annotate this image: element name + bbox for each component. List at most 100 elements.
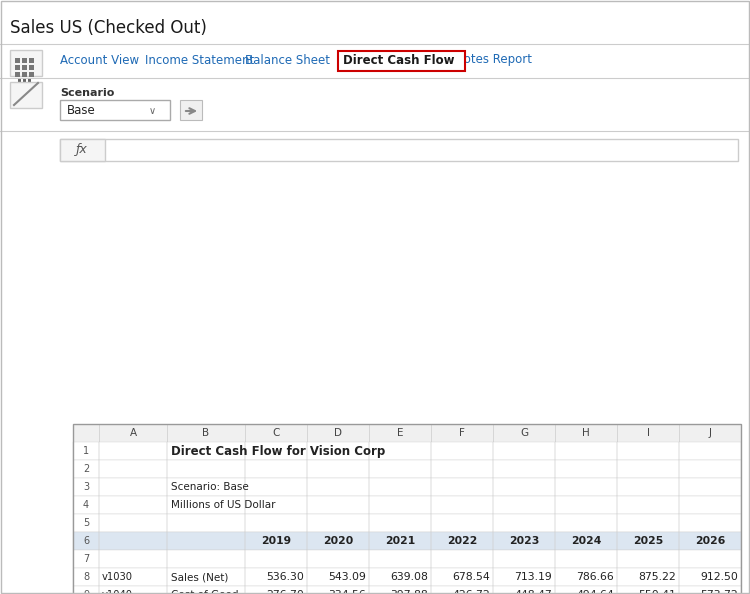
Bar	[18, 79, 21, 82]
Bar	[617, 460, 679, 478]
Bar	[99, 496, 167, 514]
Text: G: G	[520, 428, 528, 438]
Bar	[245, 550, 307, 568]
Bar	[167, 442, 245, 460]
Bar	[679, 424, 741, 442]
Bar	[180, 100, 202, 120]
Bar	[99, 586, 167, 594]
Bar	[555, 496, 617, 514]
Text: Notes Report: Notes Report	[455, 53, 532, 67]
Text: D: D	[334, 428, 342, 438]
Bar	[679, 442, 741, 460]
Bar	[493, 478, 555, 496]
Text: ƒx: ƒx	[76, 144, 88, 156]
Text: 6: 6	[83, 536, 89, 546]
Bar	[617, 586, 679, 594]
Bar	[493, 568, 555, 586]
Bar	[555, 568, 617, 586]
Bar	[493, 424, 555, 442]
Text: Income Statement: Income Statement	[145, 53, 254, 67]
Bar	[73, 568, 99, 586]
Bar	[167, 478, 245, 496]
Bar	[369, 550, 431, 568]
Bar	[431, 442, 493, 460]
Bar	[679, 478, 741, 496]
Bar	[23, 69, 26, 72]
Bar	[369, 496, 431, 514]
Bar	[99, 478, 167, 496]
Bar	[555, 460, 617, 478]
Text: Direct Cash Flow: Direct Cash Flow	[343, 53, 454, 67]
Bar	[431, 568, 493, 586]
Text: Sales (Net): Sales (Net)	[171, 572, 228, 582]
Bar	[617, 532, 679, 550]
Bar	[493, 514, 555, 532]
Bar	[60, 139, 105, 161]
Bar	[245, 442, 307, 460]
Bar	[60, 100, 170, 120]
Bar	[617, 442, 679, 460]
Bar	[245, 514, 307, 532]
Bar	[73, 550, 99, 568]
Bar	[73, 424, 741, 594]
Bar	[307, 568, 369, 586]
Text: 494.64: 494.64	[576, 590, 614, 594]
Text: 1: 1	[83, 446, 89, 456]
Bar	[245, 460, 307, 478]
Text: 8: 8	[83, 572, 89, 582]
Bar	[431, 586, 493, 594]
Text: 536.30: 536.30	[266, 572, 304, 582]
Text: Scenario: Base: Scenario: Base	[171, 482, 249, 492]
Bar	[617, 568, 679, 586]
Bar	[245, 424, 307, 442]
Bar	[617, 514, 679, 532]
Bar	[369, 514, 431, 532]
Text: 276.70: 276.70	[266, 590, 304, 594]
Bar	[167, 586, 245, 594]
Text: E: E	[397, 428, 404, 438]
Bar	[369, 586, 431, 594]
Bar	[493, 550, 555, 568]
Text: 7: 7	[82, 554, 89, 564]
Bar	[369, 532, 431, 550]
Text: Direct Cash Flow for Vision Corp: Direct Cash Flow for Vision Corp	[171, 444, 386, 457]
Bar	[679, 586, 741, 594]
Bar	[23, 74, 26, 77]
Bar	[23, 74, 26, 77]
Bar	[245, 532, 307, 550]
Bar	[73, 442, 741, 460]
Text: 4: 4	[83, 500, 89, 510]
Bar	[493, 496, 555, 514]
Bar	[493, 460, 555, 478]
Bar	[307, 442, 369, 460]
Bar	[679, 496, 741, 514]
Text: 639.08: 639.08	[390, 572, 428, 582]
Bar	[28, 74, 31, 77]
Bar	[73, 586, 741, 594]
Text: 2021: 2021	[385, 536, 416, 546]
Bar	[307, 496, 369, 514]
Bar	[73, 424, 99, 442]
Bar	[338, 51, 465, 71]
Text: 2: 2	[82, 464, 89, 474]
Bar	[73, 514, 99, 532]
Text: C: C	[272, 428, 280, 438]
Bar	[431, 514, 493, 532]
Bar	[29, 58, 34, 63]
Bar	[307, 514, 369, 532]
Bar	[679, 514, 741, 532]
Bar	[22, 72, 27, 77]
Bar	[23, 69, 26, 72]
Text: 448.47: 448.47	[514, 590, 552, 594]
Text: ∨: ∨	[148, 106, 155, 116]
Text: F: F	[459, 428, 465, 438]
Text: 550.41: 550.41	[638, 590, 676, 594]
Bar	[15, 58, 20, 63]
Text: Scenario: Scenario	[60, 88, 114, 98]
Text: 9: 9	[83, 590, 89, 594]
Text: v1040: v1040	[102, 590, 133, 594]
Bar	[493, 586, 555, 594]
Bar	[167, 496, 245, 514]
Bar	[617, 550, 679, 568]
Bar	[431, 460, 493, 478]
